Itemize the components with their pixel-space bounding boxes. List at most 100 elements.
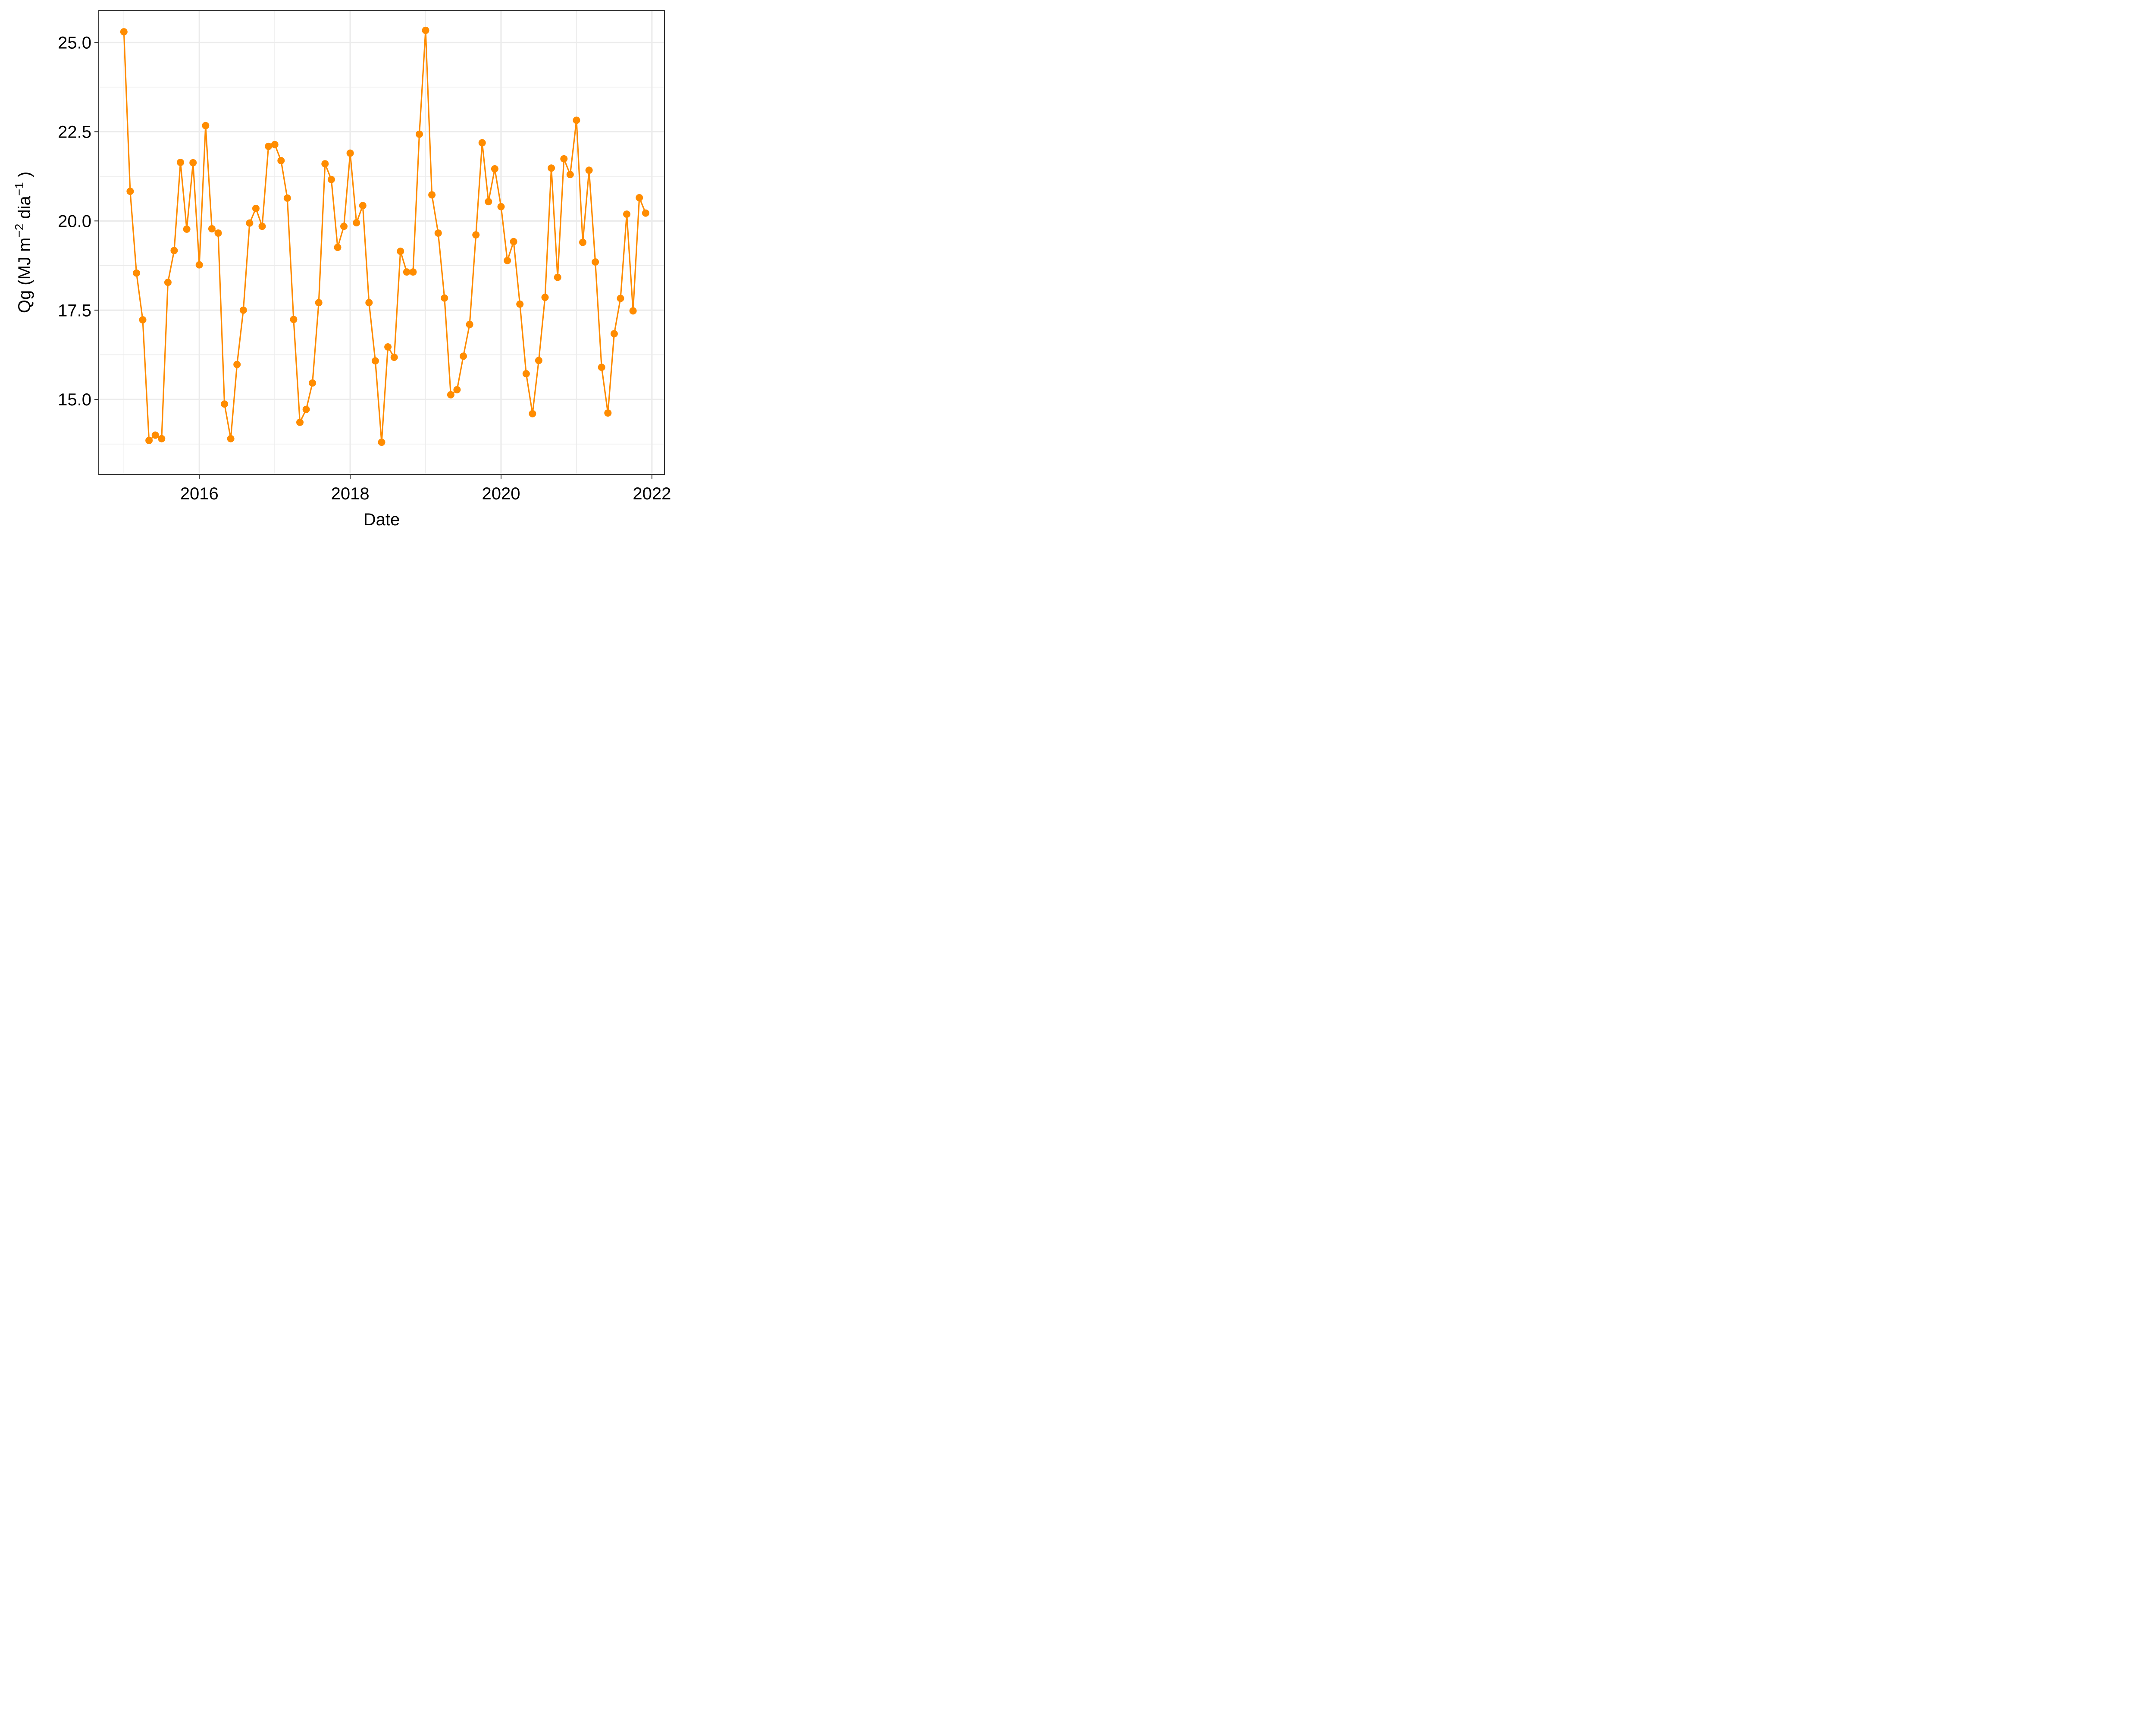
chart-container: 2016 2018 2020 2022 15.0 17.5 20.0 22.5 25.0 Da… [0,0,676,541]
panel-border [98,10,665,475]
data-point [227,435,235,442]
data-point [202,122,210,129]
y-axis-title-sup2: −1 [13,182,26,196]
data-point [447,391,454,398]
data-point [158,435,166,442]
data-point [623,210,630,218]
x-tick-label: 2018 [331,484,370,503]
data-point [252,204,260,212]
data-point [177,159,184,166]
data-point [208,225,216,232]
data-point [221,400,229,408]
x-tick-label: 2016 [180,484,219,503]
data-point [573,116,580,124]
y-axis-title-sup1: −2 [13,224,26,238]
y-tick-label: 17.5 [58,301,91,320]
grid-layer [99,10,664,474]
data-point [560,155,568,163]
y-axis-title-suffix: ) [15,172,34,182]
y-axis-title-mid: dia [15,195,34,223]
chart-background [0,0,676,541]
data-point [592,258,599,266]
data-point [529,410,536,417]
data-point [334,244,342,251]
data-point [472,231,480,239]
data-point [434,229,442,237]
data-point [604,409,612,417]
data-point [365,299,373,307]
data-point [126,188,134,195]
data-point [271,141,279,148]
data-point [491,165,498,172]
data-point [133,269,140,277]
data-point [302,405,310,413]
data-point [371,357,379,365]
data-point [485,198,492,206]
data-point [265,142,273,150]
data-point [478,139,486,147]
data-point [327,176,335,183]
series-line-layer [123,29,646,443]
data-point [504,257,511,264]
data-point [258,223,266,230]
data-point [535,357,542,364]
data-point [598,364,605,371]
data-point [460,352,467,360]
data-point [321,160,329,168]
data-point [139,316,147,324]
y-tick-label: 22.5 [58,122,91,141]
data-point [164,279,172,286]
x-tick-label: 2022 [633,484,671,503]
data-point [277,157,285,164]
data-point [346,149,354,157]
y-tick-label: 20.0 [58,212,91,231]
data-point [416,130,423,138]
data-point [145,436,153,444]
data-point [390,354,398,361]
data-points-layer [120,26,649,446]
data-point [353,219,360,226]
data-point [195,261,203,269]
data-point [579,238,586,246]
data-point [151,431,159,439]
data-point [378,439,385,446]
y-axis-title: Qg (MJ m−2 dia−1 ) [13,172,34,313]
data-point [309,379,317,387]
data-point [585,166,593,174]
data-point [183,225,191,233]
data-point [214,229,222,237]
data-point [642,209,649,217]
data-point [403,268,411,276]
data-point [441,294,448,302]
data-point [359,202,367,210]
x-axis: 2016 2018 2020 2022 [180,474,671,503]
data-point [566,171,574,179]
data-point [610,330,618,338]
data-point [497,203,505,210]
data-point [466,320,473,328]
data-point [541,294,549,301]
data-point [636,194,643,201]
data-point [384,343,392,351]
y-tick-label: 25.0 [58,33,91,52]
data-point [510,238,517,245]
data-point [554,273,561,281]
data-point [617,295,624,302]
data-point [453,386,461,394]
data-point [290,316,298,323]
data-point [629,307,637,315]
y-axis: 15.0 17.5 20.0 22.5 25.0 [58,33,99,409]
data-point [315,299,323,307]
y-tick-label: 15.0 [58,390,91,409]
x-tick-label: 2020 [482,484,520,503]
data-point [283,194,291,202]
line-chart: 2016 2018 2020 2022 15.0 17.5 20.0 22.5 25.0 Da… [0,0,676,541]
data-point [189,159,197,166]
data-point [246,219,254,227]
data-point [409,268,417,276]
data-point [516,300,524,308]
x-axis-title: Date [364,510,400,529]
data-point [522,370,530,378]
data-point [296,418,304,426]
data-point [428,191,436,199]
